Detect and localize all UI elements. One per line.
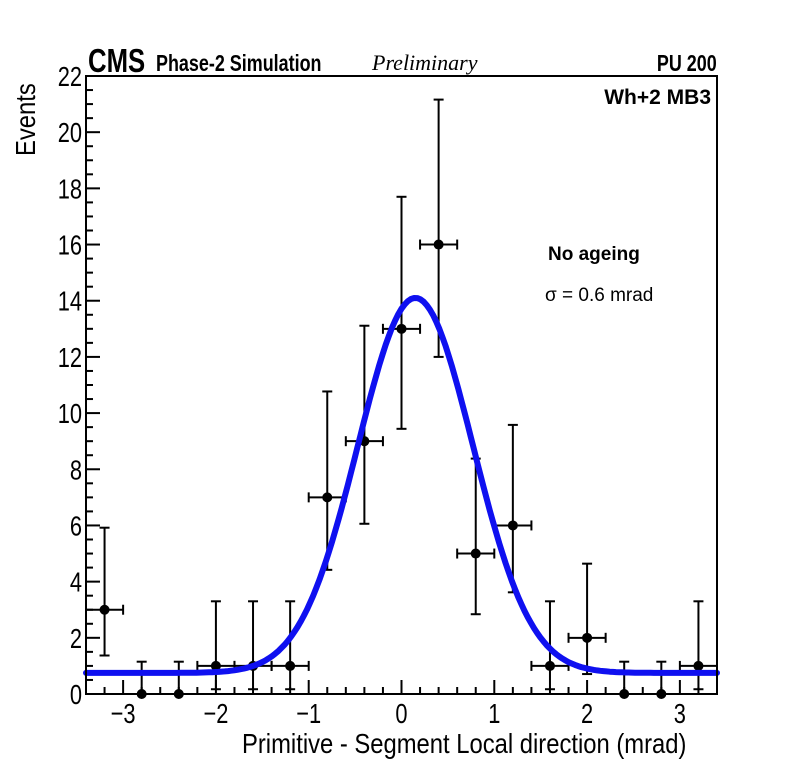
- data-point-marker: [285, 660, 296, 671]
- x-tick-label: −1: [296, 698, 321, 729]
- y-tick-label: 18: [58, 174, 82, 205]
- data-point-marker: [433, 239, 444, 250]
- data-point-marker: [322, 492, 333, 503]
- simulation-label: Phase-2 Simulation: [156, 52, 368, 75]
- y-tick-label: 14: [58, 286, 82, 317]
- data-point-marker: [396, 323, 407, 334]
- chamber-label: Wh+2 MB3: [604, 86, 711, 109]
- plot-frame: [85, 75, 718, 695]
- pileup-label: PU 200: [640, 52, 717, 75]
- data-point-marker: [544, 660, 555, 671]
- data-point-marker: [99, 604, 110, 615]
- y-tick-label: 2: [70, 623, 82, 654]
- x-tick-label: −2: [203, 698, 228, 729]
- fit-curve: [83, 295, 720, 676]
- sigma-annotation: σ = 0.6 mrad: [545, 285, 654, 306]
- y-tick-label: 6: [70, 511, 82, 542]
- preliminary-label: Preliminary: [372, 50, 478, 75]
- y-tick-label: 20: [58, 118, 82, 149]
- y-tick-label: 4: [70, 567, 82, 598]
- data-point-marker: [210, 660, 221, 671]
- simulation-text: Phase-2 Simulation: [156, 50, 322, 76]
- pileup-text: PU 200: [657, 50, 717, 76]
- data-point-marker: [693, 660, 704, 671]
- x-tick-label: 1: [488, 698, 500, 729]
- data-point-marker: [470, 548, 481, 559]
- y-tick-label: 16: [58, 230, 82, 261]
- x-tick-label: 2: [581, 698, 593, 729]
- x-axis-title: Primitive - Segment Local direction (mra…: [242, 730, 765, 758]
- y-tick-label: 0: [70, 679, 82, 710]
- data-point-marker: [507, 520, 518, 531]
- cms-logo-label: CMS: [88, 44, 161, 77]
- x-axis-title-text: Primitive - Segment Local direction (mra…: [242, 728, 687, 759]
- y-tick-label: 10: [58, 399, 82, 430]
- x-tick-label: 0: [395, 698, 407, 729]
- ageing-annotation: No ageing: [548, 244, 640, 265]
- y-tick-label: 8: [70, 455, 82, 486]
- y-tick-label: 12: [58, 342, 82, 373]
- data-point-marker: [582, 632, 593, 643]
- y-axis-title: Events: [10, 83, 41, 156]
- cms-logo-text: CMS: [88, 42, 146, 79]
- y-tick-label: 22: [58, 61, 82, 92]
- x-tick-label: −3: [111, 698, 136, 729]
- x-tick-label: 3: [674, 698, 686, 729]
